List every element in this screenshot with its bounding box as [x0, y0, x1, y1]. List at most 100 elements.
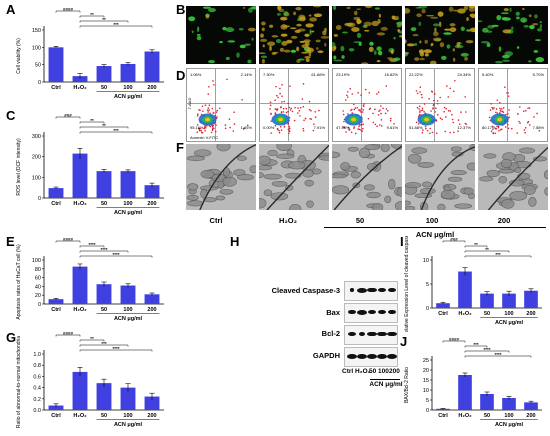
- event-dot: [418, 113, 421, 116]
- cell-fluorescence: [261, 27, 265, 32]
- x-tick-label: H₂O₂: [458, 413, 472, 419]
- mitochondrion: [523, 185, 536, 195]
- event-dot: [275, 85, 277, 88]
- event-dot: [360, 111, 362, 113]
- event-dot: [465, 111, 467, 113]
- blot-band: [367, 309, 377, 315]
- event-dot: [496, 99, 499, 101]
- mitochondrion: [447, 176, 463, 182]
- cell-fluorescence: [432, 37, 442, 42]
- cell-fluorescence: [295, 6, 302, 11]
- event-dot: [351, 108, 353, 111]
- quadrant-value: 0.00%: [263, 125, 275, 130]
- event-dot: [196, 131, 199, 134]
- cell-fluorescence: [380, 26, 388, 31]
- cell-fluorescence: [469, 13, 475, 18]
- event-dot: [501, 108, 503, 110]
- cell-fluorescence: [419, 57, 425, 61]
- event-dot: [219, 107, 221, 110]
- event-dot: [212, 80, 214, 82]
- event-dot: [429, 127, 432, 130]
- cell-fluorescence: [261, 21, 266, 26]
- bar: [120, 387, 136, 410]
- cell-fluorescence: [522, 20, 525, 23]
- cell-fluorescence: [313, 13, 323, 17]
- event-dot: [302, 127, 305, 130]
- cell-fluorescence: [333, 55, 337, 60]
- cell-fluorescence: [259, 52, 266, 54]
- cell-fluorescence: [306, 47, 315, 53]
- cell-fluorescence: [294, 29, 301, 34]
- bar: [72, 266, 88, 304]
- event-dot: [435, 120, 438, 122]
- sig-label: **: [90, 118, 94, 123]
- event-dot: [510, 127, 513, 130]
- cell-fluorescence: [453, 57, 456, 62]
- bar: [502, 398, 516, 410]
- mitochondrion: [501, 198, 515, 209]
- mitochondrion: [543, 169, 548, 180]
- mitochondrion: [411, 147, 428, 154]
- event-dot: [499, 129, 502, 131]
- cell-fluorescence: [341, 55, 345, 59]
- quadrant-value: 61.66%: [311, 72, 325, 77]
- acn-group-label: ACN μg/ml: [415, 230, 455, 239]
- mitochondrion: [318, 154, 329, 161]
- bar: [480, 293, 494, 308]
- mitochondrion: [187, 183, 199, 191]
- event-dot: [495, 111, 497, 114]
- event-dot: [369, 107, 372, 110]
- mitochondrion: [450, 146, 462, 152]
- event-dot: [213, 127, 215, 130]
- event-dot: [277, 128, 279, 131]
- cell-fluorescence: [482, 27, 489, 33]
- cell-fluorescence: [324, 42, 327, 47]
- event-dot: [297, 112, 299, 114]
- bar: [524, 402, 538, 410]
- cell-fluorescence: [267, 41, 276, 47]
- mitochondrion: [263, 189, 273, 197]
- mitochondrion: [186, 155, 205, 161]
- cell-fluorescence: [429, 60, 437, 64]
- sig-label: ####: [63, 237, 74, 242]
- sig-label: ****: [483, 347, 490, 352]
- x-tick-label: 100: [123, 85, 132, 91]
- event-dot: [357, 91, 360, 94]
- event-dot: [372, 121, 375, 124]
- cell-fluorescence: [465, 40, 474, 44]
- mitochondrion: [302, 169, 314, 178]
- event-dot: [385, 85, 388, 87]
- panel-label-e: E: [6, 234, 15, 249]
- sig-label: **: [485, 247, 489, 252]
- event-dot: [216, 116, 218, 118]
- cell-fluorescence: [236, 52, 240, 58]
- cell-fluorescence: [243, 6, 246, 9]
- cell-fluorescence: [478, 20, 483, 23]
- quadrant-value: 80.17%: [482, 125, 496, 130]
- event-dot: [314, 116, 317, 118]
- event-dot: [241, 98, 243, 101]
- event-dot: [343, 120, 345, 123]
- cell-fluorescence: [371, 20, 379, 27]
- bar: [96, 284, 112, 304]
- cell-fluorescence: [276, 12, 281, 16]
- event-dot: [308, 100, 311, 103]
- event-dot: [453, 131, 455, 134]
- event-dot: [280, 129, 283, 131]
- event-dot: [377, 114, 380, 116]
- event-dot: [529, 124, 531, 126]
- mitochondrion: [519, 147, 536, 154]
- mitochondrion: [466, 162, 475, 171]
- cell-fluorescence: [335, 24, 342, 31]
- mitochondrion: [186, 200, 204, 207]
- cell-fluorescence: [418, 49, 425, 54]
- cell-fluorescence: [405, 51, 408, 57]
- mitochondrion: [440, 189, 456, 200]
- wb-lane-labels: Ctrl H₂O₂ 50 100 200: [342, 368, 400, 378]
- blot-band: [349, 288, 355, 293]
- blot-band: [359, 332, 365, 337]
- cell-fluorescence: [398, 35, 402, 38]
- tem-image-2: [259, 144, 329, 210]
- cell-fluorescence: [188, 16, 196, 22]
- event-dot: [347, 96, 349, 98]
